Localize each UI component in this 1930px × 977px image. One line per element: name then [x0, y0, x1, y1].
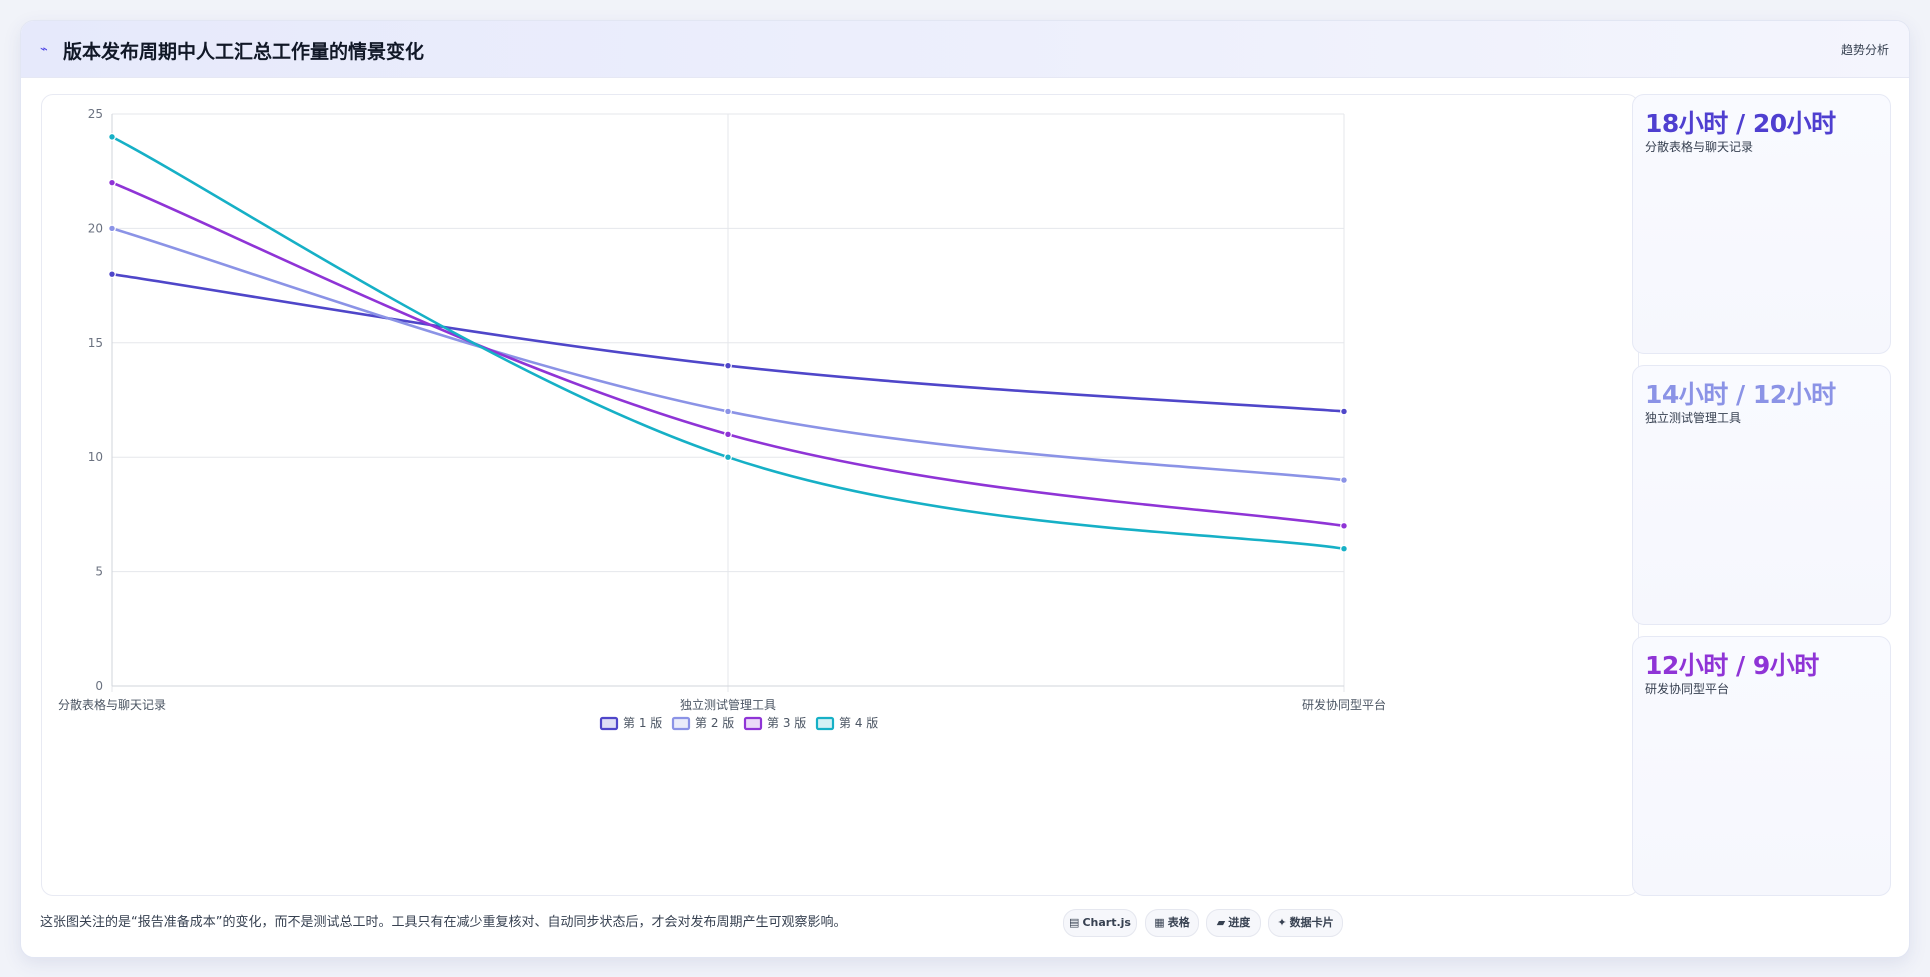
- tab-label: 表格: [1167, 916, 1190, 929]
- legend-label[interactable]: 第 3 版: [767, 716, 806, 730]
- x-tick-label: 独立测试管理工具: [680, 697, 776, 712]
- tab-table[interactable]: ▦ 表格: [1145, 909, 1199, 937]
- legend-swatch[interactable]: [743, 716, 763, 731]
- legend-swatch[interactable]: [671, 716, 691, 731]
- panel-header: ⌁ 版本发布周期中人工汇总工作量的情景变化 趋势分析: [21, 21, 1909, 78]
- data-point-series-3: [108, 178, 116, 187]
- data-point-series-1: [724, 361, 732, 370]
- y-tick-label: 5: [95, 565, 103, 579]
- y-tick-label: 20: [88, 221, 103, 235]
- data-point-series-3: [724, 430, 732, 439]
- y-tick-label: 25: [88, 107, 103, 121]
- y-tick-label: 0: [95, 679, 103, 693]
- y-tick-label: 15: [88, 336, 103, 350]
- stat-label: 独立测试管理工具: [1645, 411, 1742, 425]
- data-point-series-2: [108, 224, 116, 233]
- trend-analysis-tag: 趋势分析: [1840, 43, 1889, 57]
- legend-label[interactable]: 第 1 版: [623, 716, 662, 730]
- tab-data-cards[interactable]: ✦ 数据卡片: [1268, 909, 1343, 937]
- stat-value: 14小时 / 12小时: [1645, 380, 1836, 409]
- data-point-series-4: [1340, 544, 1348, 553]
- tab-label: Chart.js: [1082, 916, 1131, 929]
- stat-label: 分散表格与聊天记录: [1645, 140, 1754, 154]
- stat-label: 研发协同型平台: [1645, 682, 1730, 696]
- x-tick-label: 研发协同型平台: [1302, 697, 1386, 712]
- table-icon: ▦: [1154, 916, 1165, 929]
- data-point-series-4: [724, 453, 732, 462]
- tab-chartjs[interactable]: ▤ Chart.js: [1063, 909, 1137, 937]
- progress-icon: ▰: [1216, 916, 1226, 929]
- chart-icon: ▤: [1069, 916, 1080, 929]
- legend-label[interactable]: 第 2 版: [695, 716, 734, 730]
- legend-swatch[interactable]: [599, 716, 619, 731]
- tab-label: 进度: [1228, 916, 1251, 929]
- tab-label: 数据卡片: [1289, 916, 1334, 929]
- chart-card: 0 5 10 15 20 25 分散表格与聊天记录 独立测试管理工具 研发协同型平台第 1 版 第…: [41, 94, 1639, 896]
- x-tick-label: 分散表格与聊天记录: [58, 697, 166, 712]
- trend-line-icon: ⌁: [40, 42, 48, 57]
- stat-card-1: 18小时 / 20小时 分散表格与聊天记录: [1632, 94, 1891, 354]
- stat-value: 18小时 / 20小时: [1645, 109, 1836, 138]
- data-point-series-1: [108, 270, 116, 279]
- page-title: 版本发布周期中人工汇总工作量的情景变化: [63, 41, 425, 63]
- data-point-series-3: [1340, 521, 1348, 530]
- legend-label[interactable]: 第 4 版: [839, 716, 878, 730]
- data-point-series-2: [724, 407, 732, 416]
- data-point-series-2: [1340, 476, 1348, 484]
- stat-card-3: 12小时 / 9小时 研发协同型平台: [1632, 636, 1891, 896]
- sparkle-icon: ✦: [1277, 916, 1287, 929]
- report-panel: ⌁ 版本发布周期中人工汇总工作量的情景变化 趋势分析 0 5 10 15 20 25 分散表…: [20, 20, 1910, 958]
- y-tick-label: 10: [88, 450, 103, 464]
- data-point-series-1: [1340, 407, 1348, 416]
- chart-footnote: 这张图关注的是“报告准备成本”的变化，而不是测试总工时。工具只有在减少重复核对、…: [40, 915, 847, 930]
- legend-swatch[interactable]: [815, 716, 835, 731]
- stat-card-2: 14小时 / 12小时 独立测试管理工具: [1632, 365, 1891, 625]
- data-point-series-4: [108, 132, 116, 141]
- tab-progress[interactable]: ▰ 进度: [1206, 909, 1261, 937]
- stat-value: 12小时 / 9小时: [1645, 651, 1819, 680]
